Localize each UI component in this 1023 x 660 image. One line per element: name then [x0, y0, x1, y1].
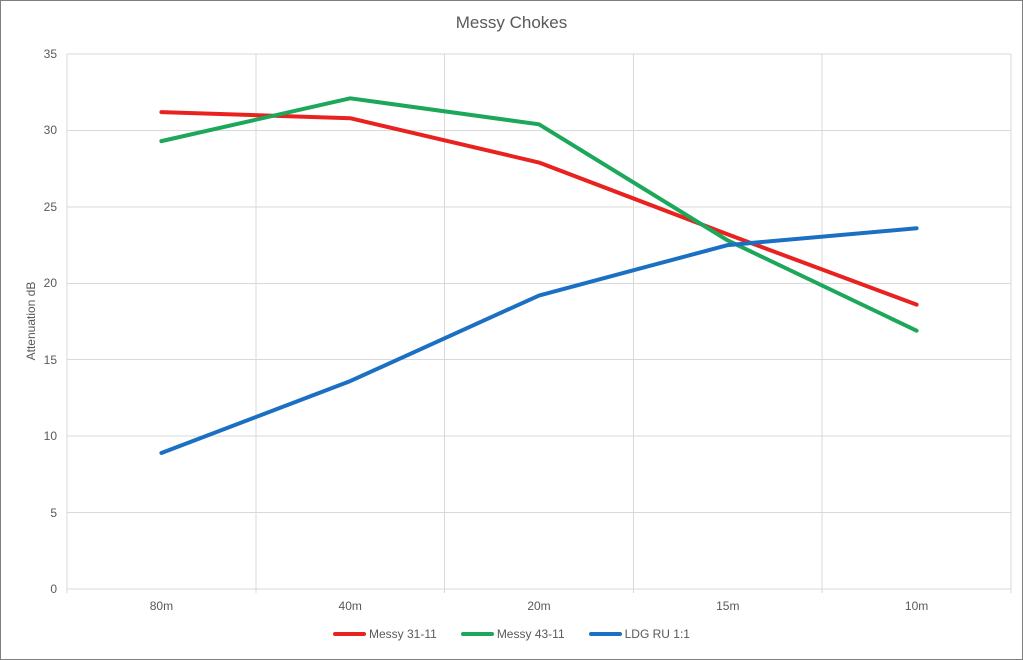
series-line-2 — [159, 226, 919, 455]
y-axis-tick-label: 20 — [43, 276, 57, 291]
x-axis-tick-label: 15m — [716, 599, 740, 613]
legend-item: LDG RU 1:1 — [588, 627, 690, 641]
series-line-1 — [159, 96, 919, 333]
y-axis-tick-label: 30 — [43, 123, 57, 138]
y-axis-tick-label: 25 — [43, 199, 57, 214]
y-axis-tick-label: 0 — [50, 582, 57, 596]
x-axis-tick-label: 40m — [338, 599, 362, 613]
y-axis-tick-label: 15 — [43, 352, 57, 367]
legend-item: Messy 43-11 — [460, 627, 565, 641]
legend-label: Messy 43-11 — [496, 627, 565, 641]
legend-label: Messy 31-11 — [369, 627, 437, 641]
y-axis-tick-label: 5 — [50, 505, 57, 520]
x-axis-tick-label: 80m — [149, 599, 174, 613]
legend-line-swatch — [333, 632, 366, 636]
legend-line-swatch — [460, 632, 494, 636]
legend-line-swatch — [588, 632, 622, 636]
x-axis-tick-label: 20m — [527, 599, 551, 613]
legend: Messy 31-11 Messy 43-11 LDG RU 1:1 — [1, 627, 1022, 641]
legend-label: LDG RU 1:1 — [624, 627, 690, 641]
y-axis-tick-label: 10 — [43, 429, 57, 444]
chart-title: Messy Chokes — [455, 13, 568, 32]
legend-item: Messy 31-11 — [333, 627, 437, 641]
x-axis-tick-label: 10m — [904, 599, 929, 613]
y-axis-tick-label: 35 — [43, 47, 57, 61]
series-line-0 — [159, 110, 919, 307]
